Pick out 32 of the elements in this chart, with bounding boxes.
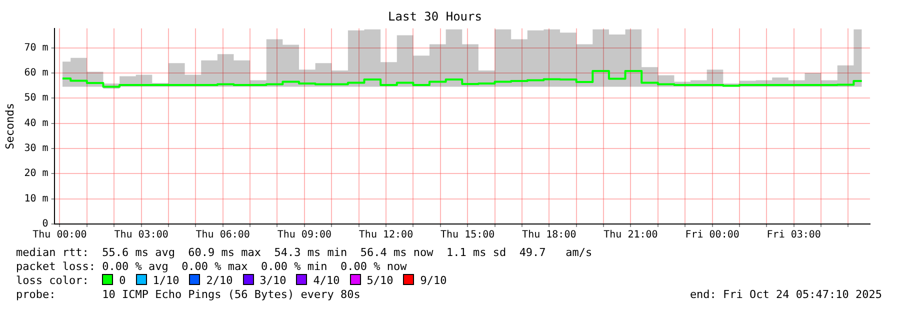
text: probe: 10 ICMP Echo Pings (56 Bytes) every 80s: [16, 288, 360, 301]
y-tick-label: 20 m: [24, 168, 48, 180]
legend-label: 1/10: [152, 274, 180, 287]
y-tick-label: 60 m: [24, 68, 48, 79]
x-tick-label: Thu 15:00: [440, 230, 495, 241]
x-tick-label: Fri 00:00: [685, 230, 740, 241]
y-tick-label: 30 m: [24, 143, 48, 154]
x-tick-label: Thu 18:00: [522, 230, 576, 241]
text: packet loss: 0.00 % avg 0.00 % max 0.00 % min 0.00 % now: [16, 260, 408, 274]
legend-label: 4/10: [313, 274, 340, 287]
x-tick-label: Thu 12:00: [358, 230, 414, 241]
chart-title: Last 30 Hours: [388, 9, 482, 24]
x-tick-label: Thu 00:00: [32, 230, 87, 241]
x-tick-label: Fri 03:00: [766, 230, 821, 241]
x-tick-label: Thu 21:00: [604, 230, 658, 241]
y-tick-label: 0: [42, 218, 48, 230]
text: median rtt: 55.6 ms avg 60.9 ms max 54.3 ms min 56.4 ms now 1.1 ms sd 49.7 am/s: [16, 246, 594, 260]
legend-label: 5/10: [366, 274, 394, 287]
text: end: Fri Oct 24 05:47:10 2025: [690, 288, 882, 302]
y-tick-label: 70 m: [24, 42, 48, 54]
y-tick-label: 40 m: [24, 118, 48, 129]
legend-label: 9/10: [420, 274, 447, 287]
x-tick-label: Thu 03:00: [114, 230, 168, 241]
y-tick-label: 10 m: [24, 193, 48, 204]
legend-label: 3/10: [260, 274, 286, 287]
x-tick-label: Thu 06:00: [196, 230, 250, 241]
legend-title: loss color:: [16, 274, 90, 287]
y-axis-title: Seconds: [3, 103, 16, 150]
legend-label: 2/10: [206, 274, 233, 287]
legend-label: 0: [119, 274, 126, 287]
y-tick-label: 50 m: [24, 92, 48, 104]
x-tick-label: Thu 09:00: [277, 230, 332, 241]
